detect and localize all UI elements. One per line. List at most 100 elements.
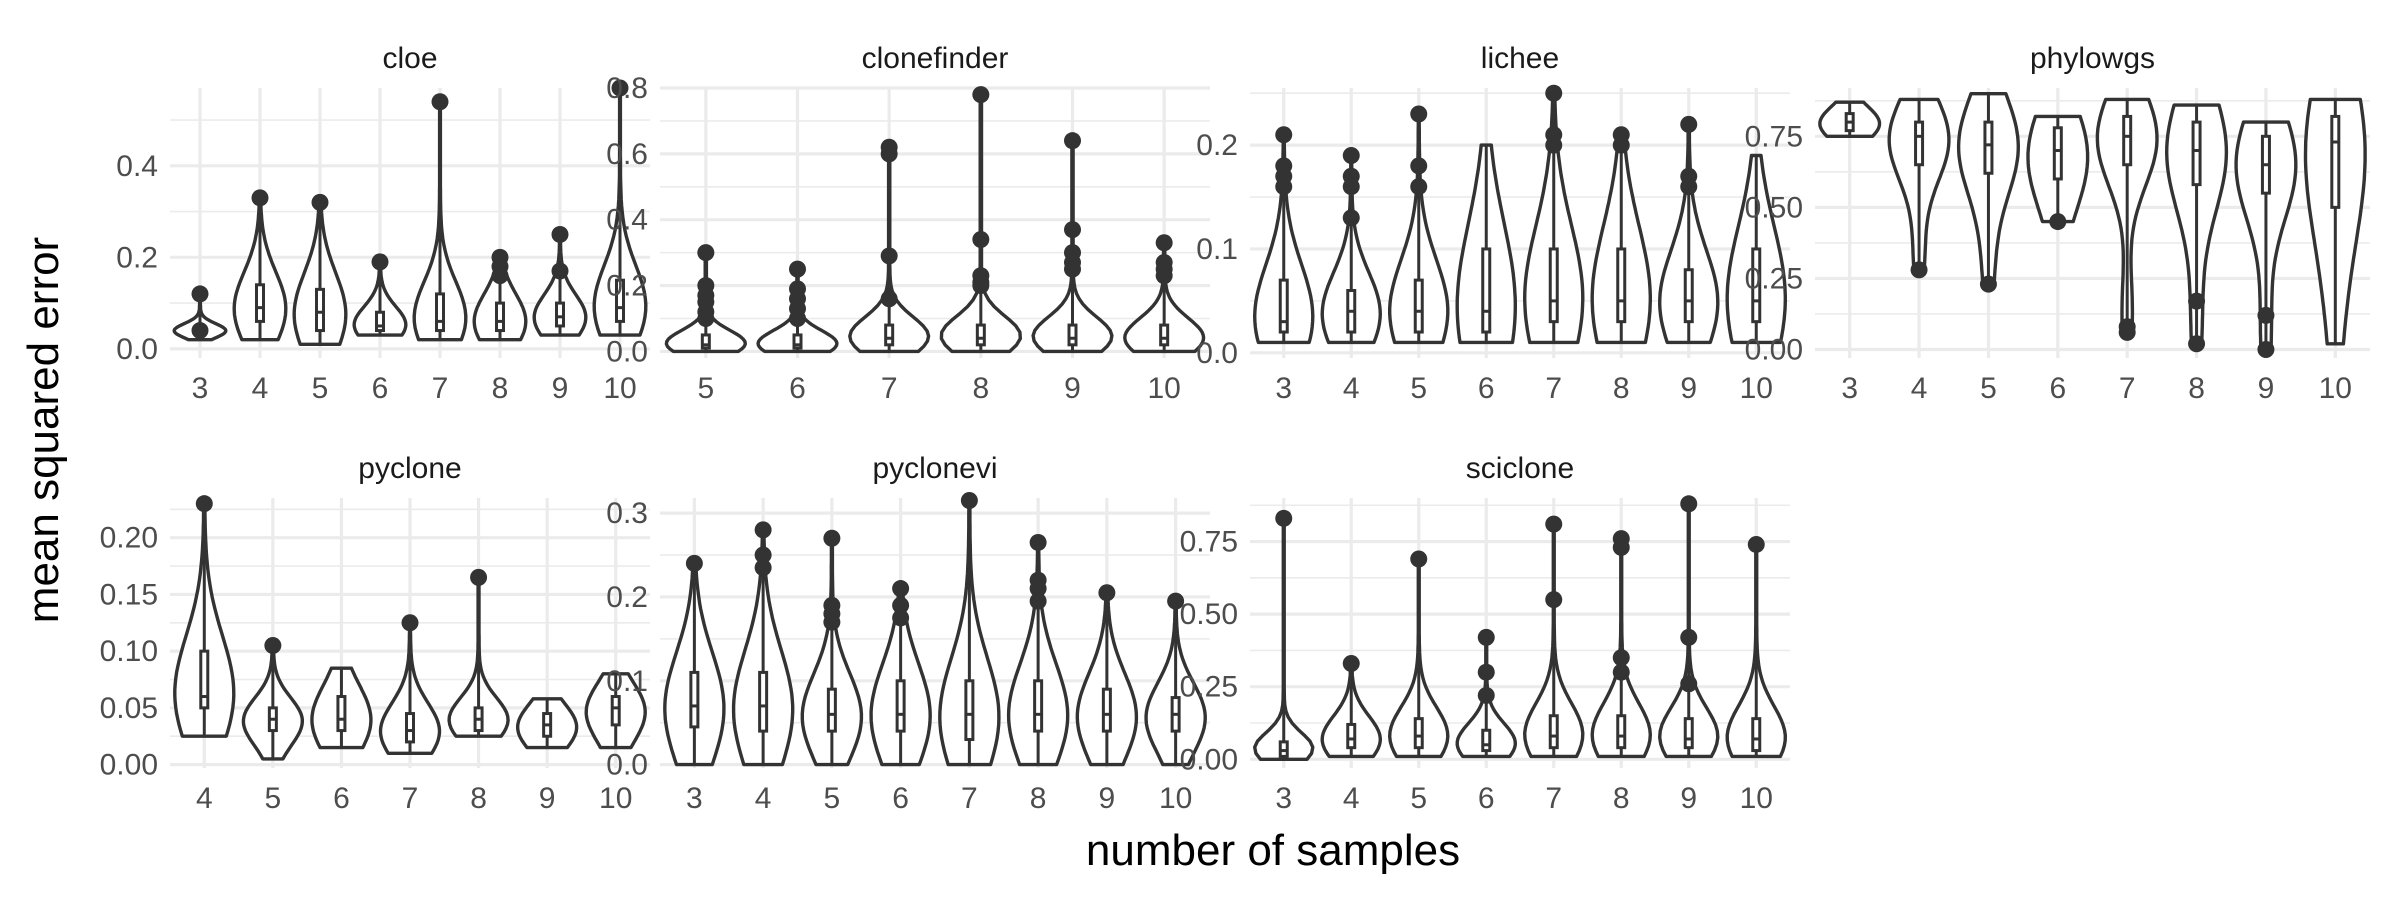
outlier-point: [1167, 592, 1185, 610]
violin-box: [1413, 278, 1424, 334]
outlier-point: [1612, 538, 1630, 556]
outlier-point: [1545, 84, 1563, 102]
violin-box: [700, 333, 711, 350]
outlier-point: [972, 86, 990, 104]
outlier-point: [1612, 136, 1630, 154]
violin-box: [255, 283, 265, 323]
outlier-point: [551, 262, 569, 280]
x-tick-label: 7: [432, 372, 449, 405]
y-tick-label: 0.2: [606, 270, 648, 303]
x-tick-label: 10: [2319, 372, 2352, 405]
x-tick-label: 7: [2119, 372, 2136, 405]
x-tick-label: 4: [1343, 372, 1360, 405]
violin-box: [2330, 114, 2341, 209]
x-tick-label: 4: [1911, 372, 1928, 405]
y-tick-label: 0.20: [100, 522, 158, 555]
x-tick-label: 7: [1545, 372, 1562, 405]
violin-box: [826, 687, 837, 733]
x-tick-label: 6: [892, 782, 909, 815]
violin-box: [199, 649, 210, 710]
x-tick-label: 10: [603, 372, 636, 405]
x-tick-label: 8: [1613, 782, 1630, 815]
outlier-point: [880, 290, 898, 308]
y-tick-label: 0.75: [1745, 120, 1803, 153]
outlier-point: [685, 554, 703, 572]
panel-title: pyclone: [358, 452, 461, 485]
outlier-point: [1064, 260, 1081, 278]
x-tick-label: 9: [2258, 372, 2275, 405]
y-tick-label: 0.10: [100, 635, 158, 668]
outlier-point: [1029, 580, 1047, 598]
outlier-point: [880, 145, 898, 163]
panel-title: phylowgs: [2030, 42, 2155, 75]
y-tick-label: 0.00: [100, 749, 158, 782]
violin-box: [964, 679, 975, 741]
outlier-point: [1979, 275, 1997, 293]
y-tick-label: 0.50: [1180, 598, 1238, 631]
y-tick-label: 0.2: [1196, 129, 1238, 162]
outlier-point: [1680, 115, 1698, 133]
outlier-point: [892, 596, 910, 614]
x-tick-label: 8: [972, 372, 989, 405]
outlier-point: [697, 244, 715, 262]
panel-title: sciclone: [1466, 452, 1574, 485]
y-tick-label: 0.05: [100, 692, 158, 725]
y-tick-label: 0.2: [116, 241, 158, 274]
x-tick-label: 7: [402, 782, 419, 815]
outlier-point: [972, 230, 990, 248]
outlier-point: [2257, 306, 2275, 324]
outlier-point: [431, 93, 449, 111]
outlier-point: [251, 189, 269, 207]
outlier-point: [1342, 654, 1360, 672]
outlier-point: [1612, 649, 1630, 667]
outlier-point: [1747, 535, 1765, 553]
outlier-point: [2049, 213, 2067, 231]
outlier-point: [823, 613, 841, 631]
x-tick-label: 3: [1275, 782, 1292, 815]
violin-box: [2122, 114, 2133, 167]
outlier-point: [892, 580, 910, 598]
y-tick-label: 0.0: [606, 749, 648, 782]
facet-panel: 0.00 0.05 0.10 0.15 0.20 4 5 6 7 8 9 10 pyclone: [100, 452, 650, 815]
x-tick-label: 7: [881, 372, 898, 405]
x-tick-label: 10: [1147, 372, 1180, 405]
x-tick-label: 8: [470, 782, 487, 815]
y-axis-title: mean squared error: [19, 237, 68, 623]
y-tick-label: 0.0: [116, 333, 158, 366]
y-tick-label: 0.00: [1745, 333, 1803, 366]
outlier-point: [2188, 335, 2206, 353]
outlier-point: [1410, 178, 1428, 196]
outlier-point: [1275, 126, 1293, 144]
violin-box: [895, 679, 906, 733]
outlier-point: [1098, 584, 1116, 602]
x-tick-label: 9: [1099, 782, 1116, 815]
x-tick-label: 8: [1613, 372, 1630, 405]
outlier-point: [697, 309, 715, 327]
violin-box: [1548, 714, 1559, 750]
violin-box: [610, 695, 621, 727]
outlier-point: [195, 495, 213, 513]
violin-box: [1481, 728, 1492, 753]
violin-box: [1616, 247, 1627, 324]
outlier-point: [960, 492, 978, 510]
x-tick-label: 5: [312, 372, 329, 405]
outlier-point: [1342, 178, 1360, 196]
x-tick-label: 10: [1740, 782, 1773, 815]
outlier-point: [551, 225, 569, 243]
outlier-point: [1545, 136, 1563, 154]
violin-box: [555, 301, 565, 328]
y-tick-label: 0.1: [1196, 233, 1238, 266]
outlier-point: [191, 322, 209, 340]
facet-panel: 0.00 0.25 0.50 0.75 3 4 5 6 7 8 9 10 sciclone: [1180, 452, 1790, 815]
y-tick-label: 0.6: [606, 138, 648, 171]
outlier-point: [491, 267, 509, 285]
outlier-point: [1477, 663, 1495, 681]
outlier-point: [1410, 157, 1428, 175]
y-tick-label: 0.0: [606, 335, 648, 368]
outlier-point: [1275, 509, 1293, 527]
outlier-point: [1029, 592, 1047, 610]
facet-panel: 0.0 0.1 0.2 0.3 3 4 5 6 7 8 9 10 pyclonevi: [606, 452, 1210, 815]
outlier-point: [1680, 495, 1698, 513]
outlier-point: [1064, 132, 1081, 150]
